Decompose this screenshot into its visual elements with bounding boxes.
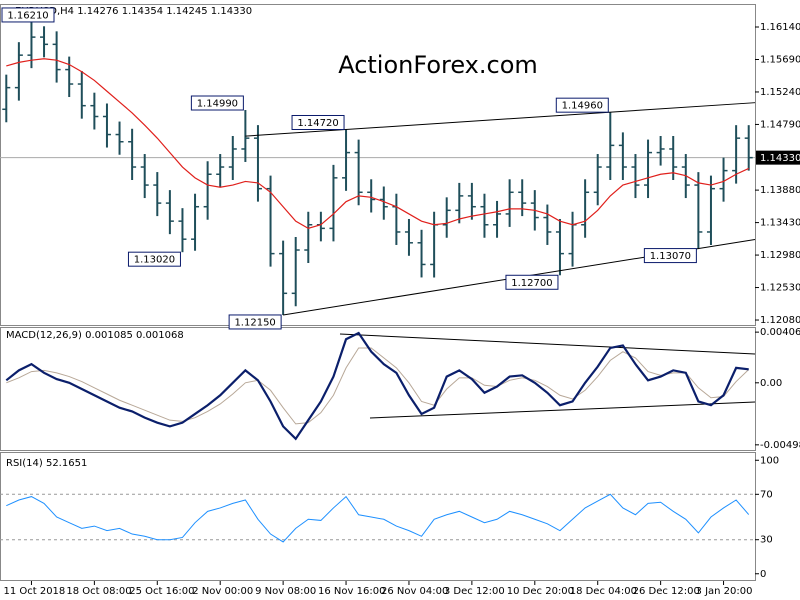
price-label: 1.12150 <box>234 317 275 328</box>
rsi-title: RSI(14) 52.1651 <box>6 458 87 469</box>
indicator-line <box>5 331 749 441</box>
y-tick-label: 70 <box>760 489 773 500</box>
y-tick-label: -0.004981 <box>760 440 800 451</box>
x-tick-label: 16 Nov 16:00 <box>318 586 385 597</box>
x-tick-label: 9 Nov 08:00 <box>255 586 316 597</box>
indicator-line <box>6 493 750 543</box>
price-label: 1.14990 <box>197 99 238 110</box>
price-label-box <box>505 274 559 290</box>
macd-trendline <box>339 333 756 355</box>
price-label: 1.13070 <box>650 251 691 262</box>
price-label: 1.13020 <box>134 255 175 266</box>
y-tick-label: 1.13430 <box>760 218 800 229</box>
price-label-box <box>555 97 609 113</box>
indicator-line <box>6 347 750 425</box>
price-label-box <box>643 248 697 264</box>
price-label-box <box>190 95 244 111</box>
x-tick-label: 3 Dec 12:00 <box>444 586 505 597</box>
macd-title: MACD(12,26,9) 0.001085 0.001068 <box>6 330 184 341</box>
y-tick-label: 0.004069 <box>760 327 800 338</box>
price-label-box <box>1 7 55 23</box>
macd-panel <box>0 327 756 451</box>
x-tick-label: 18 Dec 04:00 <box>570 586 637 597</box>
y-tick-label: 1.14790 <box>760 119 800 130</box>
last-price-label: 1.14330 <box>760 153 800 164</box>
y-tick-label: 30 <box>760 535 773 546</box>
moving-average <box>6 58 749 230</box>
x-tick-label: 11 Oct 2018 <box>3 586 65 597</box>
price-label: 1.14720 <box>297 118 338 129</box>
trendline <box>245 102 756 137</box>
last-price-box <box>756 150 800 165</box>
y-tick-label: 1.16140 <box>760 22 800 33</box>
price-panel <box>0 4 756 326</box>
price-label: 1.14960 <box>562 101 603 112</box>
watermark: ActionForex.com <box>338 51 538 79</box>
y-tick-label: 0 <box>760 569 766 580</box>
price-label: 1.16210 <box>7 10 48 21</box>
x-tick-label: 25 Oct 16:00 <box>129 586 194 597</box>
y-tick-label: 1.12980 <box>760 250 800 261</box>
x-tick-label: 3 Jan 20:00 <box>696 586 753 597</box>
y-tick-label: 1.12530 <box>760 283 800 294</box>
x-tick-label: 26 Dec 12:00 <box>633 586 700 597</box>
price-title: EURUSD,H4 1.14276 1.14354 1.14245 1.1433… <box>15 6 252 17</box>
y-tick-label: 1.15240 <box>760 87 800 98</box>
x-tick-label: 26 Nov 04:00 <box>381 586 448 597</box>
rsi-panel <box>0 452 756 581</box>
y-tick-label: 0.00 <box>760 378 782 389</box>
y-tick-label: 1.12080 <box>760 315 800 326</box>
y-tick-label: 1.15690 <box>760 54 800 65</box>
x-tick-label: 10 Dec 20:00 <box>507 586 574 597</box>
price-label-box <box>228 314 282 330</box>
y-tick-label: 1.13880 <box>760 185 800 196</box>
price-label: 1.12700 <box>511 278 552 289</box>
price-label-box <box>127 251 181 267</box>
price-label-box <box>291 114 345 130</box>
macd-trendline <box>369 401 756 419</box>
x-tick-label: 18 Oct 08:00 <box>66 586 131 597</box>
y-tick-label: 100 <box>760 455 779 466</box>
x-tick-label: 2 Nov 00:00 <box>192 586 253 597</box>
